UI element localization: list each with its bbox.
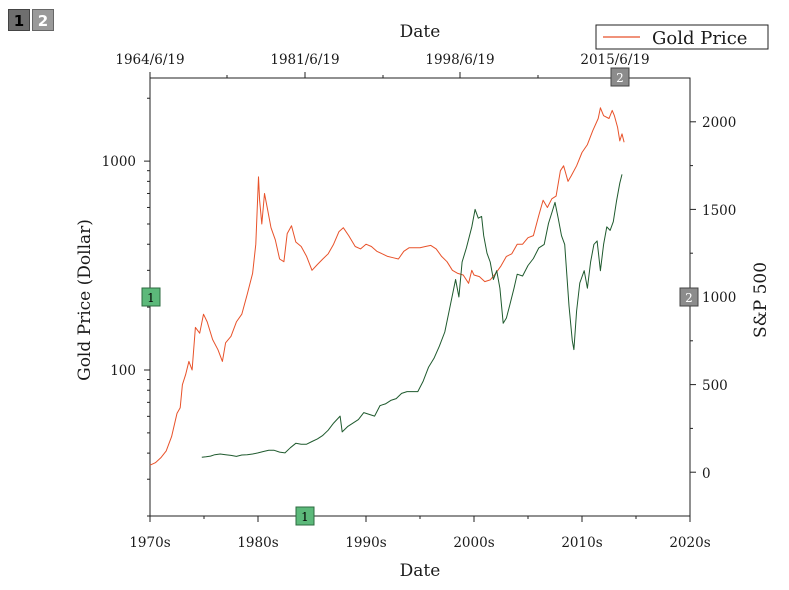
x2-tick-label: 1964/6/19 [115, 52, 184, 68]
x-axis-title: Date [400, 561, 441, 581]
x-tick-label: 2020s [669, 535, 710, 551]
x2-axis-title: Date [400, 22, 441, 42]
y2-tick-label: 1500 [702, 203, 736, 219]
layer2-top-badge[interactable]: 2 [610, 67, 630, 87]
layer-tab-2[interactable]: 2 [32, 9, 54, 31]
layer-tab-1[interactable]: 1 [8, 9, 30, 31]
badge-label: 1 [301, 510, 309, 524]
y2-tick-label: 1000 [702, 290, 736, 306]
layer1-left-badge[interactable]: 1 [141, 287, 161, 307]
badge-label: 2 [616, 71, 624, 85]
badge-label: 1 [147, 291, 155, 305]
series-layer [149, 107, 625, 466]
x-tick-label: 1990s [345, 535, 386, 551]
y-tick-labels: 100 1000 [102, 154, 136, 379]
y-tick-label: 100 [110, 363, 136, 379]
y-axis-title: Gold Price (Dollar) [75, 219, 95, 381]
y2-tick-label: 500 [702, 378, 728, 394]
y2-tick-label: 2000 [702, 115, 736, 131]
x-tick-label: 1980s [237, 535, 278, 551]
x-tick-label: 1970s [129, 535, 170, 551]
x-tick-label: 2000s [453, 535, 494, 551]
legend: Gold Price [595, 24, 769, 50]
sp500-series-line [201, 174, 623, 458]
layer-tabs: 1 2 [8, 9, 54, 31]
x-tick-labels: 1970s 1980s 1990s 2000s 2010s 2020s [129, 535, 710, 551]
x2-tick-label: 1981/6/19 [270, 52, 339, 68]
x2-tick-label: 1998/6/19 [425, 52, 494, 68]
gold-price-series-line [149, 107, 625, 466]
layer1-bottom-badge[interactable]: 1 [295, 506, 315, 526]
y2-axis-title: S&P 500 [751, 262, 771, 338]
x-tick-label: 2010s [561, 535, 602, 551]
y2-tick-labels: 0 500 1000 1500 2000 [702, 115, 736, 482]
x2-tick-label: 2015/6/19 [580, 52, 649, 68]
layer2-right-badge[interactable]: 2 [679, 287, 699, 307]
legend-label-gold: Gold Price [652, 28, 747, 49]
y2-tick-label: 0 [702, 466, 711, 482]
badge-label: 2 [685, 291, 693, 305]
tick-marks [144, 72, 696, 522]
y-tick-label: 1000 [102, 154, 136, 170]
x2-tick-labels: 1964/6/19 1981/6/19 1998/6/19 2015/6/19 [115, 52, 649, 68]
plot-frame [149, 77, 691, 517]
